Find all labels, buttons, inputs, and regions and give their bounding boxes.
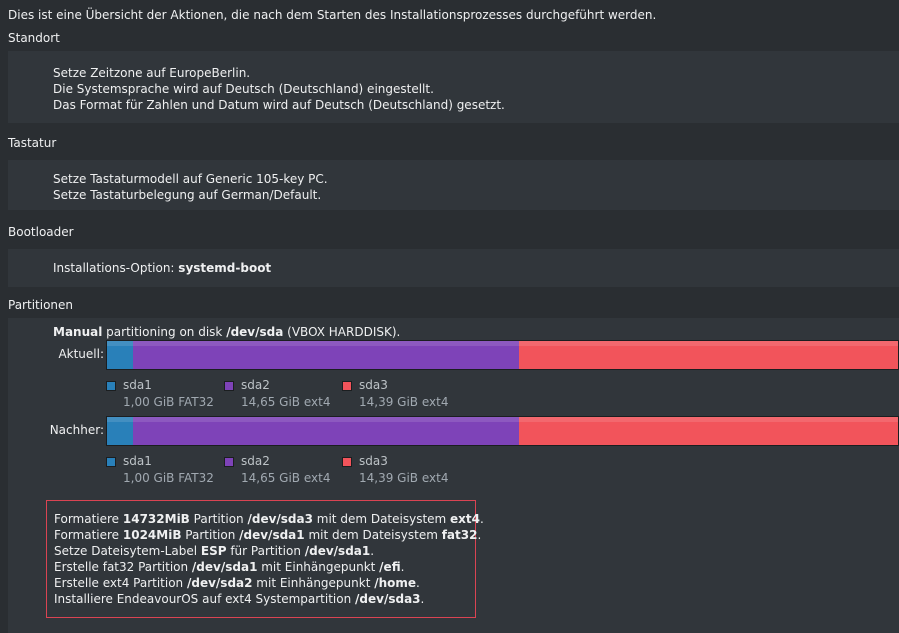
bootloader-label: Installations-Option: (53, 261, 179, 275)
color-swatch (342, 457, 352, 467)
partition-name: sda3 (359, 454, 388, 468)
location-line-language: Die Systemsprache wird auf Deutsch (Deut… (53, 82, 434, 96)
color-swatch (106, 457, 116, 467)
partition-name: sda2 (241, 454, 270, 468)
current-segment-sda1 (107, 341, 134, 369)
location-panel: Setze Zeitzone auf EuropeBerlin. Die Sys… (8, 51, 899, 123)
partition-name: sda3 (359, 378, 388, 392)
partition-size: 1,00 GiB FAT32 (123, 395, 214, 409)
partition-size: 14,65 GiB ext4 (241, 395, 331, 409)
after-segment-sda2 (133, 417, 520, 445)
color-swatch (106, 381, 116, 391)
section-title-partitions: Partitionen (8, 298, 73, 312)
operations-box: Formatiere 14732MiB Partition /dev/sda3 … (46, 500, 484, 618)
current-segment-sda3 (519, 341, 898, 369)
heading-text-1: partitioning on disk (102, 325, 227, 339)
section-title-location: Standort (8, 31, 60, 45)
keyboard-line-model: Setze Tastaturmodell auf Generic 105-key… (53, 172, 328, 186)
keyboard-panel: Setze Tastaturmodell auf Generic 105-key… (8, 160, 899, 210)
current-partition-bar (106, 340, 899, 370)
operation-item: Formatiere 14732MiB Partition /dev/sda3 … (54, 512, 484, 526)
partition-size: 1,00 GiB FAT32 (123, 471, 214, 485)
partition-name: sda2 (241, 378, 270, 392)
summary-intro: Dies ist eine Übersicht der Aktionen, di… (8, 8, 657, 22)
section-title-bootloader: Bootloader (8, 225, 74, 239)
color-swatch (224, 381, 234, 391)
partitions-heading: Manual partitioning on disk /dev/sda (VB… (53, 324, 400, 340)
operation-item: Setze Dateisytem-Label ESP für Partition… (54, 544, 375, 558)
partition-size: 14,65 GiB ext4 (241, 471, 331, 485)
disk-path: /dev/sda (226, 325, 284, 339)
partition-size: 14,39 GiB ext4 (359, 471, 449, 485)
after-partition-bar (106, 416, 899, 446)
color-swatch (224, 457, 234, 467)
operation-item: Formatiere 1024MiB Partition /dev/sda1 m… (54, 528, 482, 542)
section-title-keyboard: Tastatur (8, 136, 57, 150)
after-label: Nachher: (49, 423, 104, 437)
bootloader-panel: Installations-Option: systemd-boot (8, 249, 899, 287)
bootloader-value: systemd-boot (178, 261, 272, 275)
partitions-panel: Manual partitioning on disk /dev/sda (VB… (8, 318, 899, 633)
operation-item: Erstelle fat32 Partition /dev/sda1 mit E… (54, 560, 405, 574)
partition-name: sda1 (123, 454, 152, 468)
color-swatch (342, 381, 352, 391)
after-segment-sda1 (107, 417, 134, 445)
operation-item: Installiere EndeavourOS auf ext4 Systemp… (54, 592, 425, 606)
after-legend: sda1 1,00 GiB FAT32 sda2 14,65 GiB ext4 sda3… (106, 453, 706, 489)
operations-list: Formatiere 14732MiB Partition /dev/sda3 … (54, 511, 484, 607)
location-line-format: Das Format für Zahlen und Datum wird auf… (53, 98, 505, 112)
current-segment-sda2 (133, 341, 520, 369)
partition-size: 14,39 GiB ext4 (359, 395, 449, 409)
keyboard-line-layout: Setze Tastaturbelegung auf German/Defaul… (53, 188, 322, 202)
partition-name: sda1 (123, 378, 152, 392)
current-label: Aktuell: (58, 347, 104, 361)
operation-item: Erstelle ext4 Partition /dev/sda2 mit Ei… (54, 576, 420, 590)
current-legend: sda1 1,00 GiB FAT32 sda2 14,65 GiB ext4 sda3… (106, 377, 706, 413)
location-line-timezone: Setze Zeitzone auf EuropeBerlin. (53, 66, 251, 80)
partitioning-mode: Manual (53, 325, 103, 339)
heading-text-2: (VBOX HARDDISK). (283, 325, 401, 339)
after-segment-sda3 (519, 417, 898, 445)
